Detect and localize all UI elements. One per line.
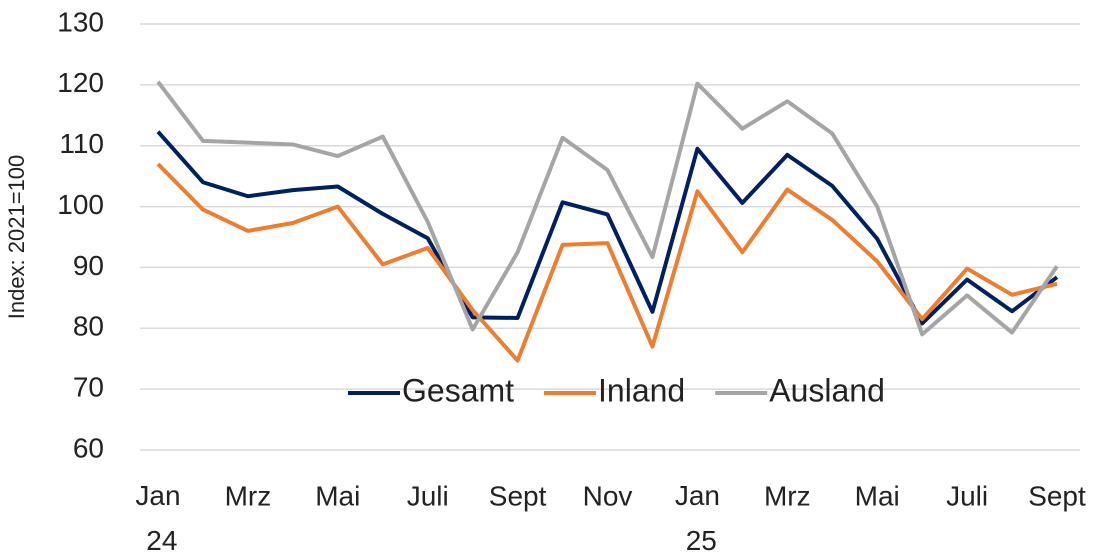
y-tick-label: 120	[57, 67, 104, 98]
legend-label: Inland	[598, 372, 685, 408]
x-tick-label: Jan 25	[675, 480, 720, 556]
legend-label: Ausland	[769, 372, 885, 408]
series-line	[156, 130, 1059, 326]
x-tick-label: Jan 24	[135, 480, 180, 556]
y-tick-label: 90	[73, 250, 104, 281]
x-tick-label: Nov	[583, 480, 633, 511]
y-tick-label: 80	[73, 311, 104, 342]
y-tick-label: 60	[73, 432, 104, 463]
x-tick-label: Mrz	[225, 480, 272, 511]
x-tick-label: Mrz	[764, 480, 811, 511]
x-tick-label: Juli	[946, 480, 988, 511]
y-tick-label: 130	[57, 6, 104, 37]
x-tick-label: Juli	[407, 480, 449, 511]
x-tick-label: Sept	[1028, 480, 1086, 511]
y-tick-label: 110	[59, 128, 104, 159]
y-tick-label: 70	[73, 372, 104, 403]
legend-label: Gesamt	[402, 372, 514, 408]
x-tick-label: Mai	[855, 480, 900, 511]
series-line	[156, 80, 1059, 337]
series-line	[156, 162, 1058, 363]
y-axis-label: Index: 2021=100	[4, 155, 29, 320]
y-tick-label: 100	[57, 189, 104, 220]
x-tick-label: Sept	[489, 480, 547, 511]
x-tick-label: Mai	[315, 480, 360, 511]
